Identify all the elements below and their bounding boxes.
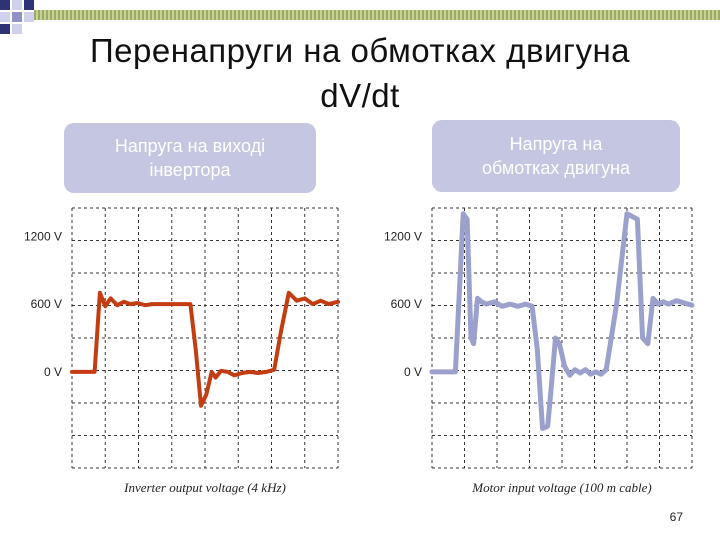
chart-grid: [71, 207, 339, 469]
slide-title: Перенапруги на обмотках двигуна dV/dt: [0, 28, 720, 118]
page-number: 67: [669, 510, 683, 524]
title-line-1: Перенапруги на обмотках двигуна: [89, 32, 631, 69]
series-line: [429, 211, 695, 431]
series-line: [70, 290, 340, 408]
deco-square: [24, 0, 34, 10]
callout-right-line-2: обмотках двигуна: [481, 158, 631, 178]
y-tick-label: 0 V: [404, 365, 422, 379]
deco-square: [0, 24, 10, 34]
callout-left-line-2: інвертора: [149, 160, 231, 180]
deco-square: [12, 12, 22, 22]
slide-decoration: [0, 0, 60, 40]
deco-square: [0, 0, 10, 10]
y-tick-label: 1200 V: [384, 229, 422, 243]
chart-caption: Motor input voltage (100 m cable): [471, 480, 651, 495]
inverter-voltage-chart: 1200 V 600 V 0 V Inverter output voltage (4…: [24, 207, 340, 495]
y-tick-label: 1200 V: [24, 229, 62, 243]
header-stripe: [34, 10, 720, 20]
y-tick-label: 600 V: [391, 297, 422, 311]
deco-square: [12, 24, 22, 34]
deco-square: [12, 0, 22, 10]
y-tick-label: 0 V: [44, 365, 62, 379]
deco-square: [24, 12, 34, 22]
callout-right-line-1: Напруга на: [509, 134, 603, 154]
deco-square: [0, 12, 10, 22]
title-line-2: dV/dt: [320, 77, 400, 114]
callout-inverter-output: Напруга на виході інвертора: [64, 123, 316, 193]
motor-voltage-chart: 1200 V 600 V 0 V Motor input voltage (100 m…: [384, 207, 695, 495]
chart-caption: Inverter output voltage (4 kHz): [123, 480, 286, 495]
y-tick-label: 600 V: [31, 297, 62, 311]
callout-motor-windings: Напруга на обмотках двигуна: [432, 120, 680, 192]
callout-left-line-1: Напруга на виході: [114, 136, 266, 156]
